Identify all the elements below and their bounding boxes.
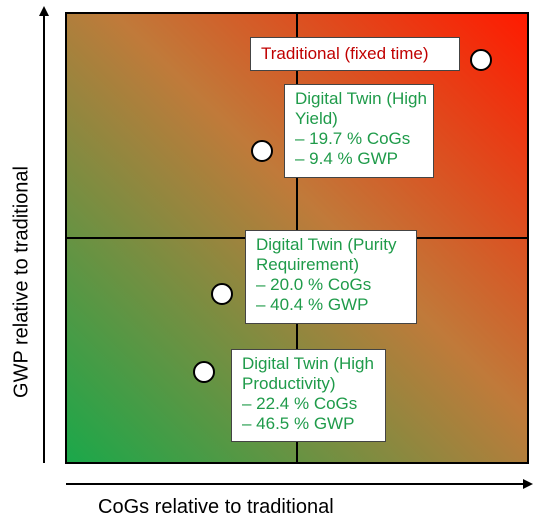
high-yield-gwp: – 9.4 % GWP (295, 149, 398, 169)
label-high-productivity: Digital Twin (High Productivity) – 22.4 … (231, 349, 386, 442)
purity-title-2: Requirement) (256, 255, 359, 275)
y-axis-label: GWP relative to traditional (10, 166, 33, 398)
high-productivity-gwp: – 46.5 % GWP (242, 414, 355, 434)
marker-high-yield (251, 140, 273, 162)
high-productivity-cogs: – 22.4 % CoGs (242, 394, 358, 414)
label-traditional: Traditional (fixed time) (250, 37, 460, 71)
purity-gwp: – 40.4 % GWP (256, 295, 369, 315)
marker-traditional (470, 49, 492, 71)
marker-high-productivity (193, 361, 215, 383)
marker-purity (211, 283, 233, 305)
high-productivity-title-1: Digital Twin (High (242, 354, 374, 373)
label-purity: Digital Twin (Purity Requirement) – 20.0… (245, 230, 417, 324)
high-yield-title-2: Yield) (295, 109, 338, 129)
label-high-yield: Digital Twin (High Yield) – 19.7 % CoGs … (284, 84, 434, 178)
high-yield-title-1: Digital Twin (High (295, 89, 427, 108)
traditional-text: Traditional (fixed time) (261, 44, 429, 63)
purity-cogs: – 20.0 % CoGs (256, 275, 372, 295)
high-yield-cogs: – 19.7 % CoGs (295, 129, 411, 149)
purity-title-1: Digital Twin (Purity (256, 235, 397, 254)
high-productivity-title-2: Productivity) (242, 374, 336, 394)
x-axis-label: CoGs relative to traditional (98, 496, 334, 518)
